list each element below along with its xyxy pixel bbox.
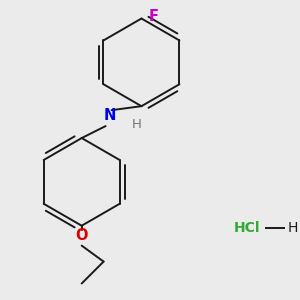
- Text: N: N: [103, 108, 116, 123]
- Text: H: H: [131, 118, 141, 130]
- Text: H: H: [288, 221, 298, 235]
- Text: O: O: [75, 228, 88, 243]
- Text: F: F: [148, 9, 158, 24]
- Text: HCl: HCl: [234, 221, 261, 235]
